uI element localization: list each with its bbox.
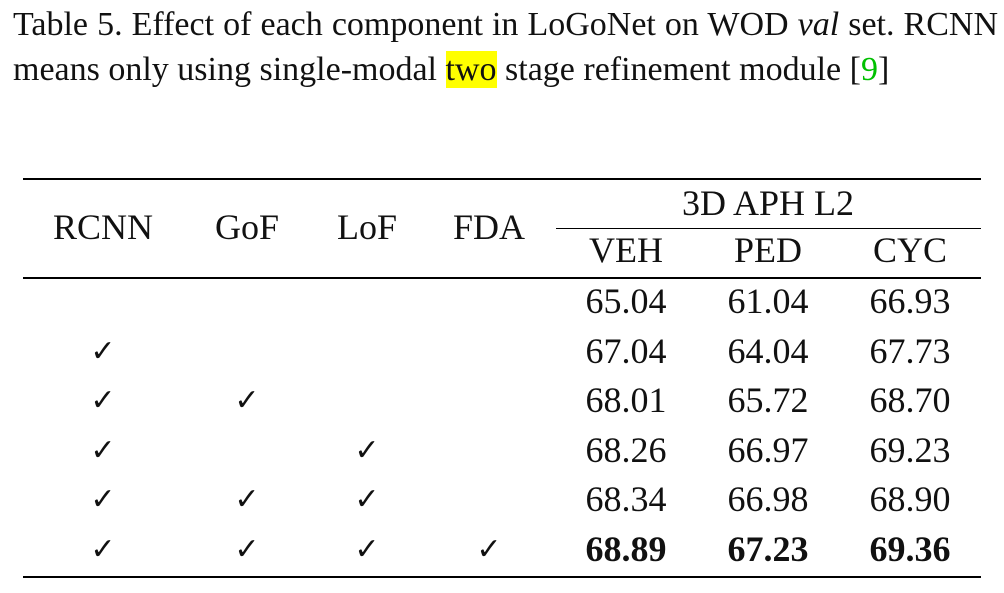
caption-text-3: stage refinement mod­ule [ xyxy=(496,51,861,88)
top-rule xyxy=(23,178,981,180)
value-veh-row-6: 68.89 xyxy=(585,528,667,569)
header-gof: GoF xyxy=(214,207,280,247)
check-rcnn-row-2: ✓ xyxy=(90,333,116,369)
value-veh-row-1: 65.04 xyxy=(585,281,667,321)
caption-highlight: two xyxy=(445,51,497,88)
bottom-rule xyxy=(23,576,981,578)
value-veh-row-4: 68.26 xyxy=(585,429,667,470)
value-ped-row-5: 66.98 xyxy=(727,479,809,519)
value-veh-row-2: 67.04 xyxy=(585,330,667,371)
group-header-rule xyxy=(556,228,981,229)
check-fda-row-6: ✓ xyxy=(476,531,502,567)
check-rcnn-row-4: ✓ xyxy=(90,432,116,468)
value-cyc-row-6: 69.36 xyxy=(869,528,951,569)
value-ped-row-3: 65.72 xyxy=(727,380,809,420)
value-cyc-row-1: 66.93 xyxy=(869,281,951,321)
check-lof-row-5: ✓ xyxy=(354,482,380,517)
header-rcnn: RCNN xyxy=(52,207,154,247)
check-rcnn-row-5: ✓ xyxy=(90,482,116,517)
value-cyc-row-2: 67.73 xyxy=(869,330,951,371)
caption-text-1: Table 5. Effect of each component in LoG… xyxy=(13,6,798,43)
check-lof-row-4: ✓ xyxy=(354,432,380,468)
value-ped-row-2: 64.04 xyxy=(727,330,809,371)
check-rcnn-row-6: ✓ xyxy=(90,531,116,567)
check-lof-row-6: ✓ xyxy=(354,531,380,567)
header-veh: VEH xyxy=(589,230,663,270)
caption-text-2: set. RCNN means only using single-modal xyxy=(13,6,998,88)
value-ped-row-6: 67.23 xyxy=(727,528,809,569)
value-veh-row-5: 68.34 xyxy=(585,479,667,519)
caption-val-italic: val xyxy=(797,6,840,43)
value-veh-row-3: 68.01 xyxy=(585,380,667,420)
value-cyc-row-5: 68.90 xyxy=(869,479,951,519)
value-ped-row-1: 61.04 xyxy=(727,281,809,321)
header-ped: PED xyxy=(733,230,803,270)
header-3d-aph-l2: 3D APH L2 xyxy=(681,183,855,223)
value-cyc-row-4: 69.23 xyxy=(869,429,951,470)
header-cyc: CYC xyxy=(872,230,948,270)
check-gof-row-3: ✓ xyxy=(234,383,260,418)
value-cyc-row-3: 68.70 xyxy=(869,380,951,420)
caption-text-4: ] xyxy=(877,51,890,88)
check-gof-row-6: ✓ xyxy=(234,531,260,567)
check-rcnn-row-3: ✓ xyxy=(90,383,116,418)
table-caption: Table 5. Effect of each component in LoG… xyxy=(13,2,998,92)
header-rule xyxy=(23,277,981,279)
citation-link[interactable]: 9 xyxy=(860,51,878,88)
value-ped-row-4: 66.97 xyxy=(727,429,809,470)
check-gof-row-5: ✓ xyxy=(234,482,260,517)
header-lof: LoF xyxy=(336,207,398,247)
header-fda: FDA xyxy=(452,207,526,247)
